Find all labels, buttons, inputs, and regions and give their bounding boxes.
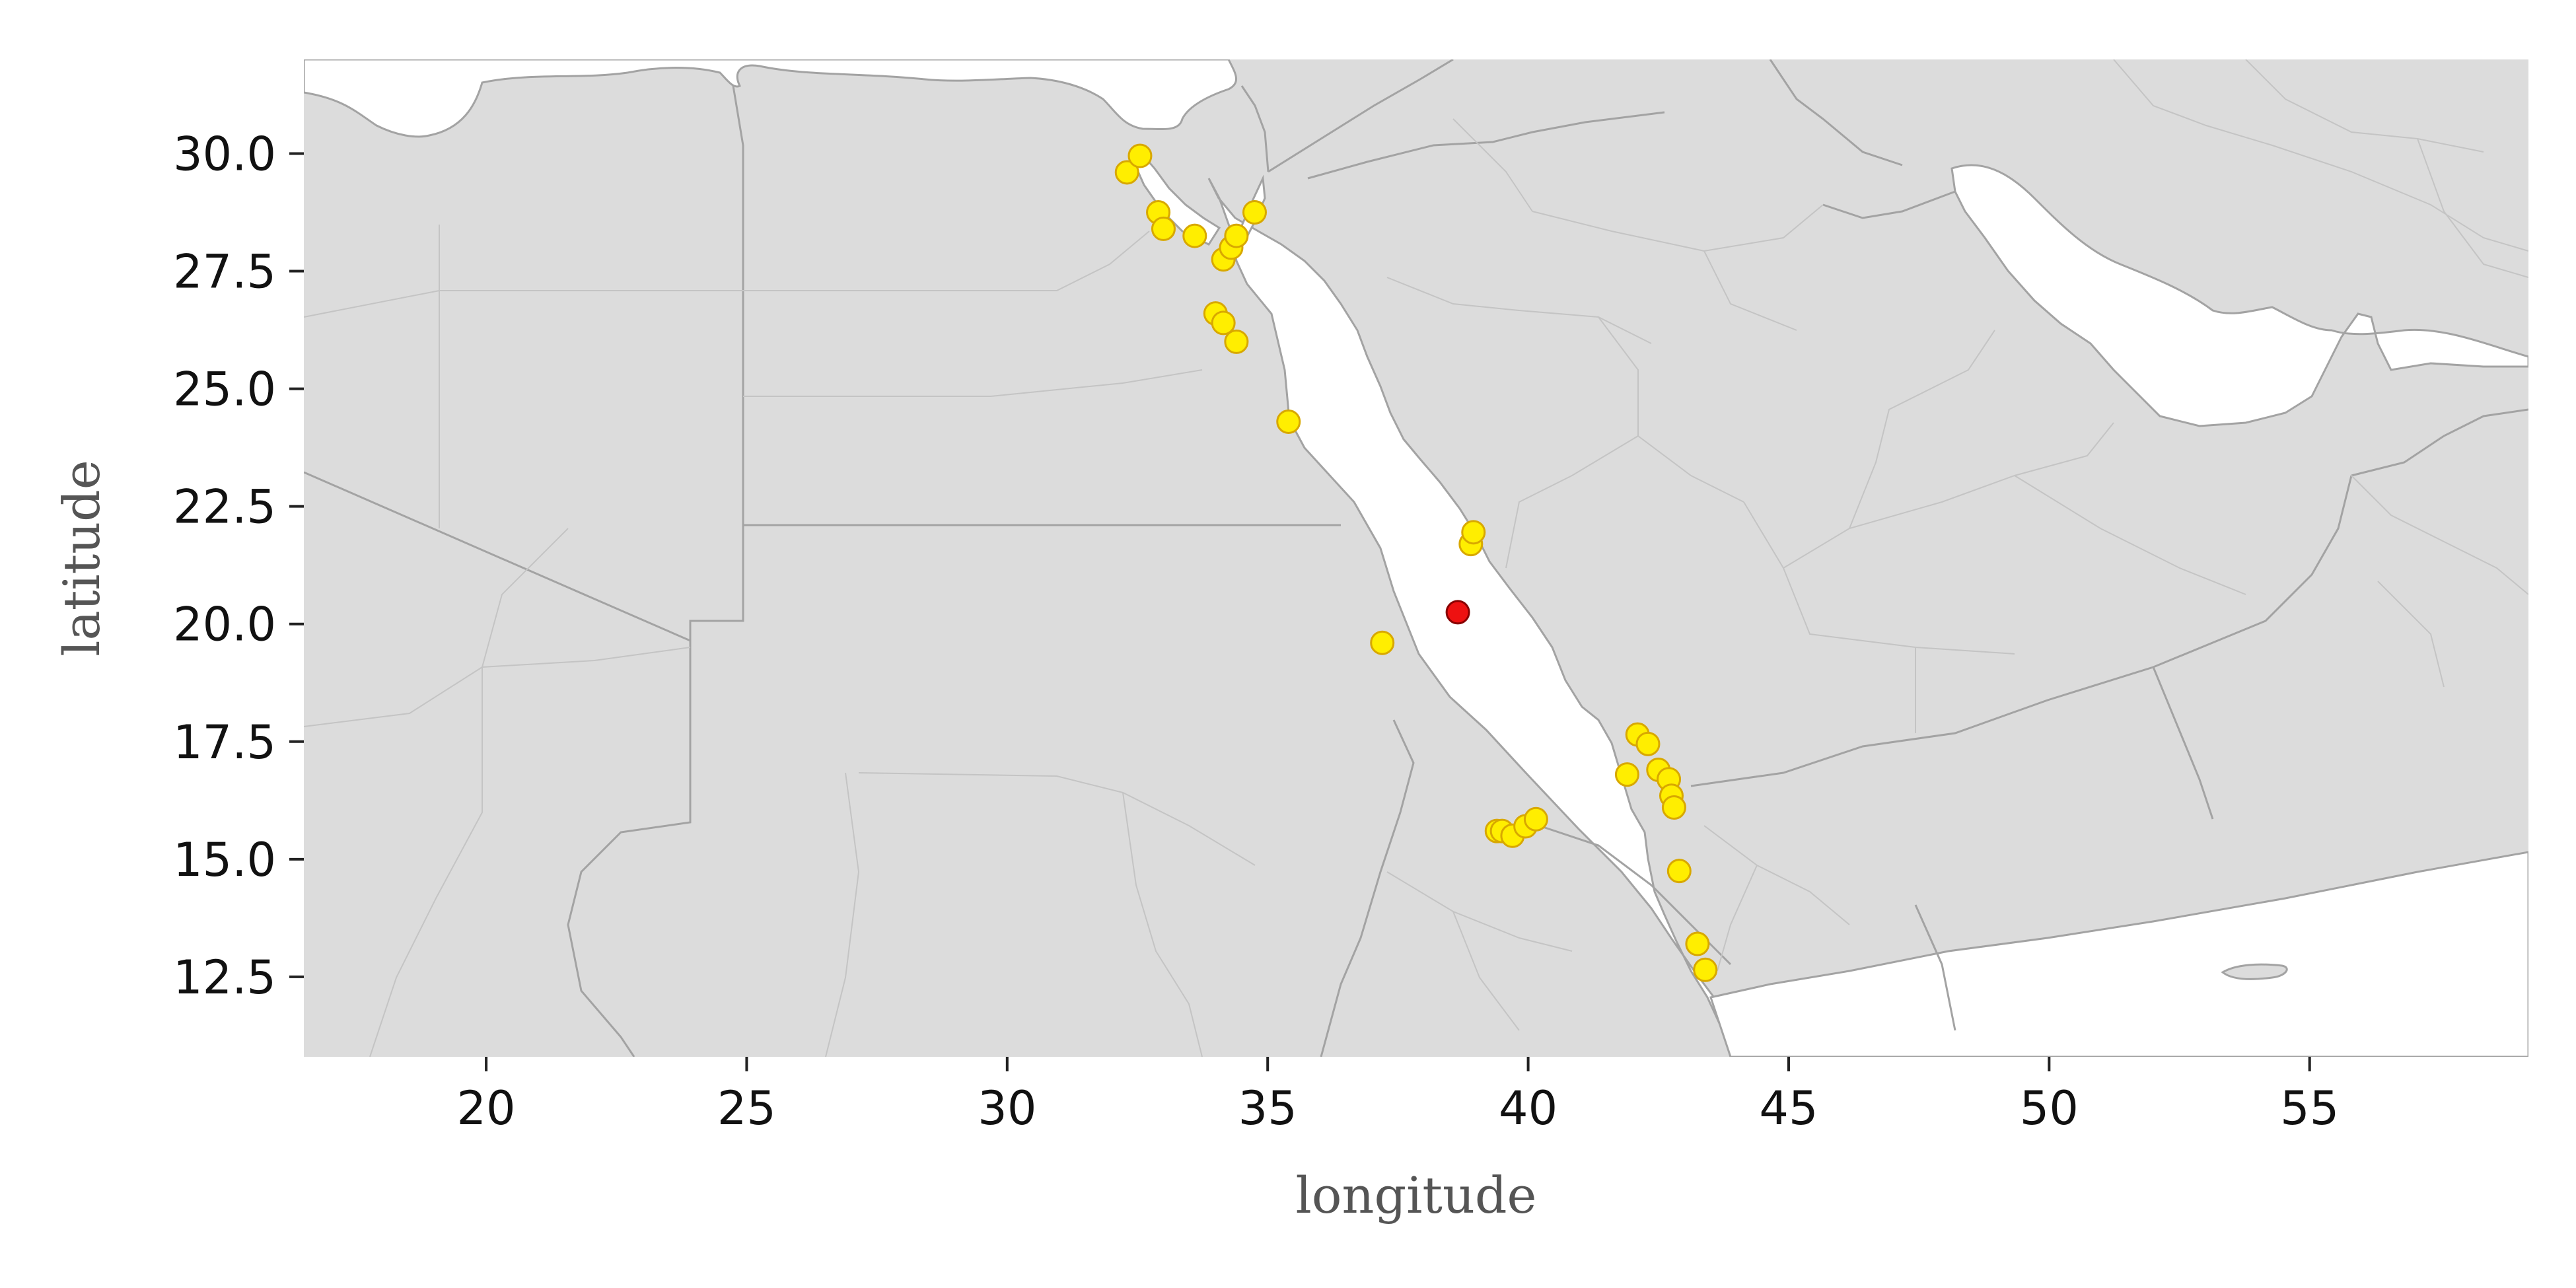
site-marker — [1114, 160, 1139, 185]
x-tick-label: 30 — [978, 1081, 1036, 1135]
map-area — [304, 59, 2528, 1057]
site-marker — [1211, 310, 1236, 336]
socotra-island — [2221, 963, 2288, 980]
x-tick-label: 40 — [1499, 1081, 1557, 1135]
site-marker — [1276, 409, 1301, 434]
y-tick-label: 20.0 — [173, 598, 276, 652]
subregion-borders — [304, 59, 2528, 1057]
site-marker — [1127, 143, 1153, 168]
site-marker — [1151, 216, 1176, 241]
y-tick-label: 30.0 — [173, 127, 276, 181]
site-marker — [1461, 520, 1486, 545]
x-tick-label: 50 — [2020, 1081, 2079, 1135]
x-tick-label: 45 — [1759, 1081, 1818, 1135]
site-marker — [1661, 795, 1686, 820]
persian-gulf — [1950, 164, 2528, 427]
site-marker — [1523, 806, 1548, 832]
site-marker — [1224, 329, 1249, 354]
red-sea — [1207, 178, 2528, 1057]
site-marker — [1182, 223, 1207, 248]
site-marker — [1685, 931, 1710, 956]
site-marker — [1635, 731, 1661, 756]
site-marker — [1666, 859, 1692, 884]
x-axis: 20 25 30 35 40 45 50 55 — [457, 1057, 2339, 1135]
site-marker — [1693, 957, 1718, 982]
site-marker — [1614, 762, 1639, 787]
country-borders — [304, 59, 2528, 1057]
x-tick-label: 55 — [2280, 1081, 2339, 1135]
site-marker — [1242, 199, 1267, 225]
site-marker — [1224, 223, 1249, 248]
y-tick-label: 22.5 — [173, 480, 276, 534]
gulf-of-aden — [1709, 851, 2528, 1057]
y-tick-label: 15.0 — [173, 833, 276, 887]
y-axis-label: latitude — [52, 460, 111, 657]
highlight-marker — [1445, 600, 1470, 625]
x-tick-label: 25 — [717, 1081, 776, 1135]
y-axis: 12.5 15.0 17.5 20.0 22.5 25.0 27.5 30.0 — [173, 127, 304, 1005]
y-tick-label: 27.5 — [173, 245, 276, 299]
x-axis-label: longitude — [1295, 1166, 1536, 1225]
mediterranean-sea — [304, 59, 1237, 138]
y-tick-label: 25.0 — [173, 363, 276, 417]
x-tick-label: 35 — [1238, 1081, 1297, 1135]
x-tick-label: 20 — [457, 1081, 516, 1135]
y-tick-label: 12.5 — [173, 950, 276, 1005]
site-marker — [1370, 630, 1395, 655]
marker-layer — [1114, 143, 1718, 982]
y-tick-label: 17.5 — [173, 715, 276, 769]
